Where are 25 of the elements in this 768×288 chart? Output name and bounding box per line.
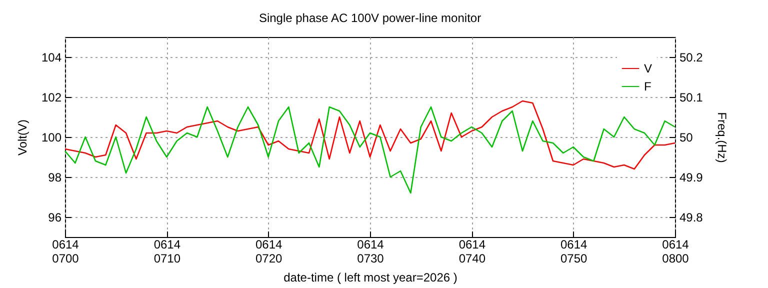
y-tick-label: 104: [41, 50, 62, 64]
x-tick-label: 0614 0750: [560, 238, 588, 266]
y-tick-label: 96: [48, 210, 62, 224]
y2-tick-label: 50: [680, 130, 694, 144]
x-tick-label: 0614 0800: [662, 238, 690, 266]
y-axis-title: Volt(V): [15, 119, 30, 156]
legend-label: F: [644, 80, 652, 94]
x-axis-title: date-time ( left most year=2026 ): [284, 270, 458, 284]
y2-tick-label: 50.1: [680, 90, 704, 104]
y2-tick-label: 50.2: [680, 50, 704, 64]
chart-title: Single phase AC 100V power-line monitor: [258, 11, 482, 25]
y-tick-label: 102: [41, 90, 62, 104]
y-tick-label: 100: [41, 130, 62, 144]
legend-label: V: [644, 62, 652, 76]
line-series: [64, 106, 676, 194]
x-tick-label: 0614 0740: [458, 238, 486, 266]
x-tick-label: 0614 0730: [357, 238, 384, 266]
x-tick-label: 0614 0720: [255, 238, 283, 266]
line-series: [64, 100, 676, 170]
y-tick-label: 98: [48, 170, 62, 184]
x-tick-label: 0614 0700: [52, 238, 80, 266]
y2-axis-title: Freq.(Hz): [714, 112, 729, 163]
x-tick-label: 0614 0710: [154, 238, 181, 266]
y2-tick-label: 49.8: [680, 210, 704, 224]
y2-tick-label: 49.9: [680, 170, 704, 184]
